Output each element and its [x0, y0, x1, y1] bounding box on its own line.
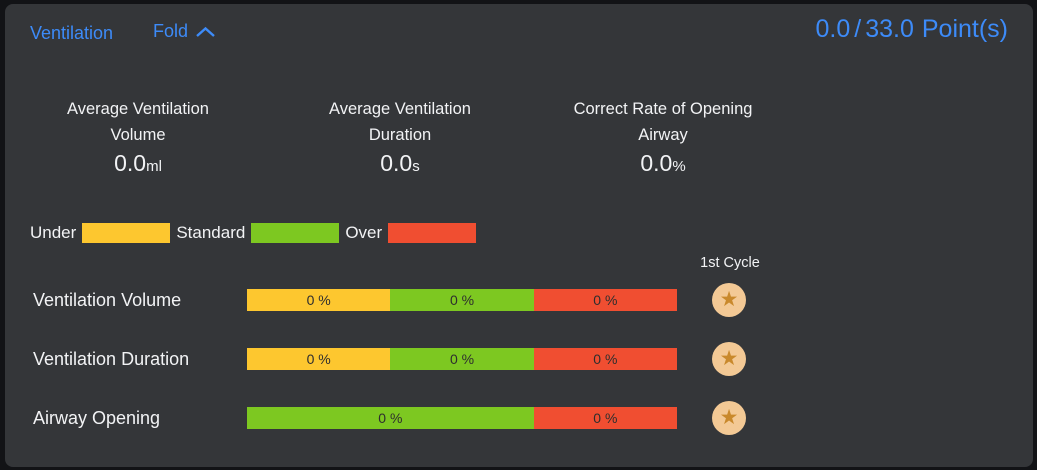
stat-label-line1: Average Ventilation [67, 100, 209, 118]
row-airway-opening: Airway Opening 0 % 0 % ★ [5, 400, 1033, 436]
star-icon: ★ [719, 405, 739, 429]
legend-swatch-over [388, 223, 477, 243]
segmented-bar: 0 % 0 % 0 % [247, 348, 677, 370]
legend-label-under: Under [30, 223, 77, 242]
score-unit: Point(s) [921, 15, 1008, 43]
star-icon: ★ [719, 346, 739, 370]
stat-label-line2: Duration [368, 126, 432, 144]
stat-label: Average Ventilation Volume [13, 96, 263, 148]
segment-value: 0 % [593, 410, 618, 426]
cycle-star-badge: ★ [712, 401, 746, 435]
fold-button-label: Fold [153, 21, 189, 41]
row-label: Airway Opening [33, 407, 161, 428]
bar-segment-under: 0 % [247, 289, 391, 311]
panel-title: Ventilation [30, 23, 114, 43]
segment-value: 0 % [378, 410, 403, 426]
stat-value-line: 0.0s [275, 150, 525, 177]
segmented-bar: 0 % 0 % [247, 407, 677, 429]
stat-label-line2: Volume [110, 126, 166, 144]
segment-value: 0 % [306, 351, 331, 367]
stat-label-line1: Correct Rate of Opening [573, 100, 753, 118]
stat-label-line1: Average Ventilation [329, 100, 471, 118]
stat-value: 0.0 [640, 150, 673, 176]
segment-value: 0 % [593, 351, 618, 367]
stat-unit: ml [146, 158, 162, 175]
bar-segment-over: 0 % [533, 289, 677, 311]
stat-unit: % [672, 158, 686, 175]
stat-value: 0.0 [114, 150, 147, 176]
cycle-star-badge: ★ [712, 283, 746, 317]
fold-button[interactable]: Fold [153, 21, 216, 42]
stat-label-line2: Airway [638, 126, 688, 144]
legend-label-over: Over [345, 223, 383, 242]
stat-label: Average Ventilation Duration [275, 96, 525, 148]
score-display: 0.0/33.0 Point(s) [815, 15, 1008, 44]
stat-correct-rate-opening-airway: Correct Rate of Opening Airway 0.0% [538, 96, 788, 177]
segment-value: 0 % [306, 292, 331, 308]
row-ventilation-volume: Ventilation Volume 0 % 0 % 0 % ★ [5, 282, 1033, 318]
segment-value: 0 % [449, 351, 475, 367]
legend-swatch-under [82, 223, 171, 243]
score-current: 0.0 [815, 15, 851, 43]
bar-segment-over: 0 % [533, 348, 677, 370]
legend-swatch-standard [251, 223, 340, 243]
ventilation-panel: Ventilation Fold 0.0/33.0 Point(s) Averag… [5, 4, 1033, 467]
score-total: 33.0 [865, 15, 914, 43]
legend-label-standard: Standard [176, 223, 246, 242]
row-ventilation-duration: Ventilation Duration 0 % 0 % 0 % ★ [5, 341, 1033, 377]
segmented-bar: 0 % 0 % 0 % [247, 289, 677, 311]
bar-segment-under: 0 % [247, 348, 391, 370]
bar-segment-standard: 0 % [247, 407, 534, 429]
segment-value: 0 % [449, 292, 475, 308]
stat-value-line: 0.0% [538, 150, 788, 177]
bar-segment-standard: 0 % [390, 289, 534, 311]
stat-value: 0.0 [380, 150, 413, 176]
stat-label: Correct Rate of Opening Airway [538, 96, 788, 148]
row-label: Ventilation Duration [33, 348, 190, 369]
chevron-up-icon [195, 26, 216, 38]
stat-unit: s [412, 158, 420, 175]
legend: Under Standard Over [30, 223, 482, 243]
stat-value-line: 0.0ml [13, 150, 263, 177]
bar-segment-over: 0 % [533, 407, 677, 429]
row-label: Ventilation Volume [33, 289, 182, 310]
score-divider: / [854, 15, 862, 43]
stat-average-ventilation-volume: Average Ventilation Volume 0.0ml [13, 96, 263, 177]
stat-average-ventilation-duration: Average Ventilation Duration 0.0s [275, 96, 525, 177]
cycle-column-header: 1st Cycle [700, 255, 760, 271]
segment-value: 0 % [593, 292, 618, 308]
star-icon: ★ [719, 287, 739, 311]
cycle-star-badge: ★ [712, 342, 746, 376]
bar-segment-standard: 0 % [390, 348, 534, 370]
